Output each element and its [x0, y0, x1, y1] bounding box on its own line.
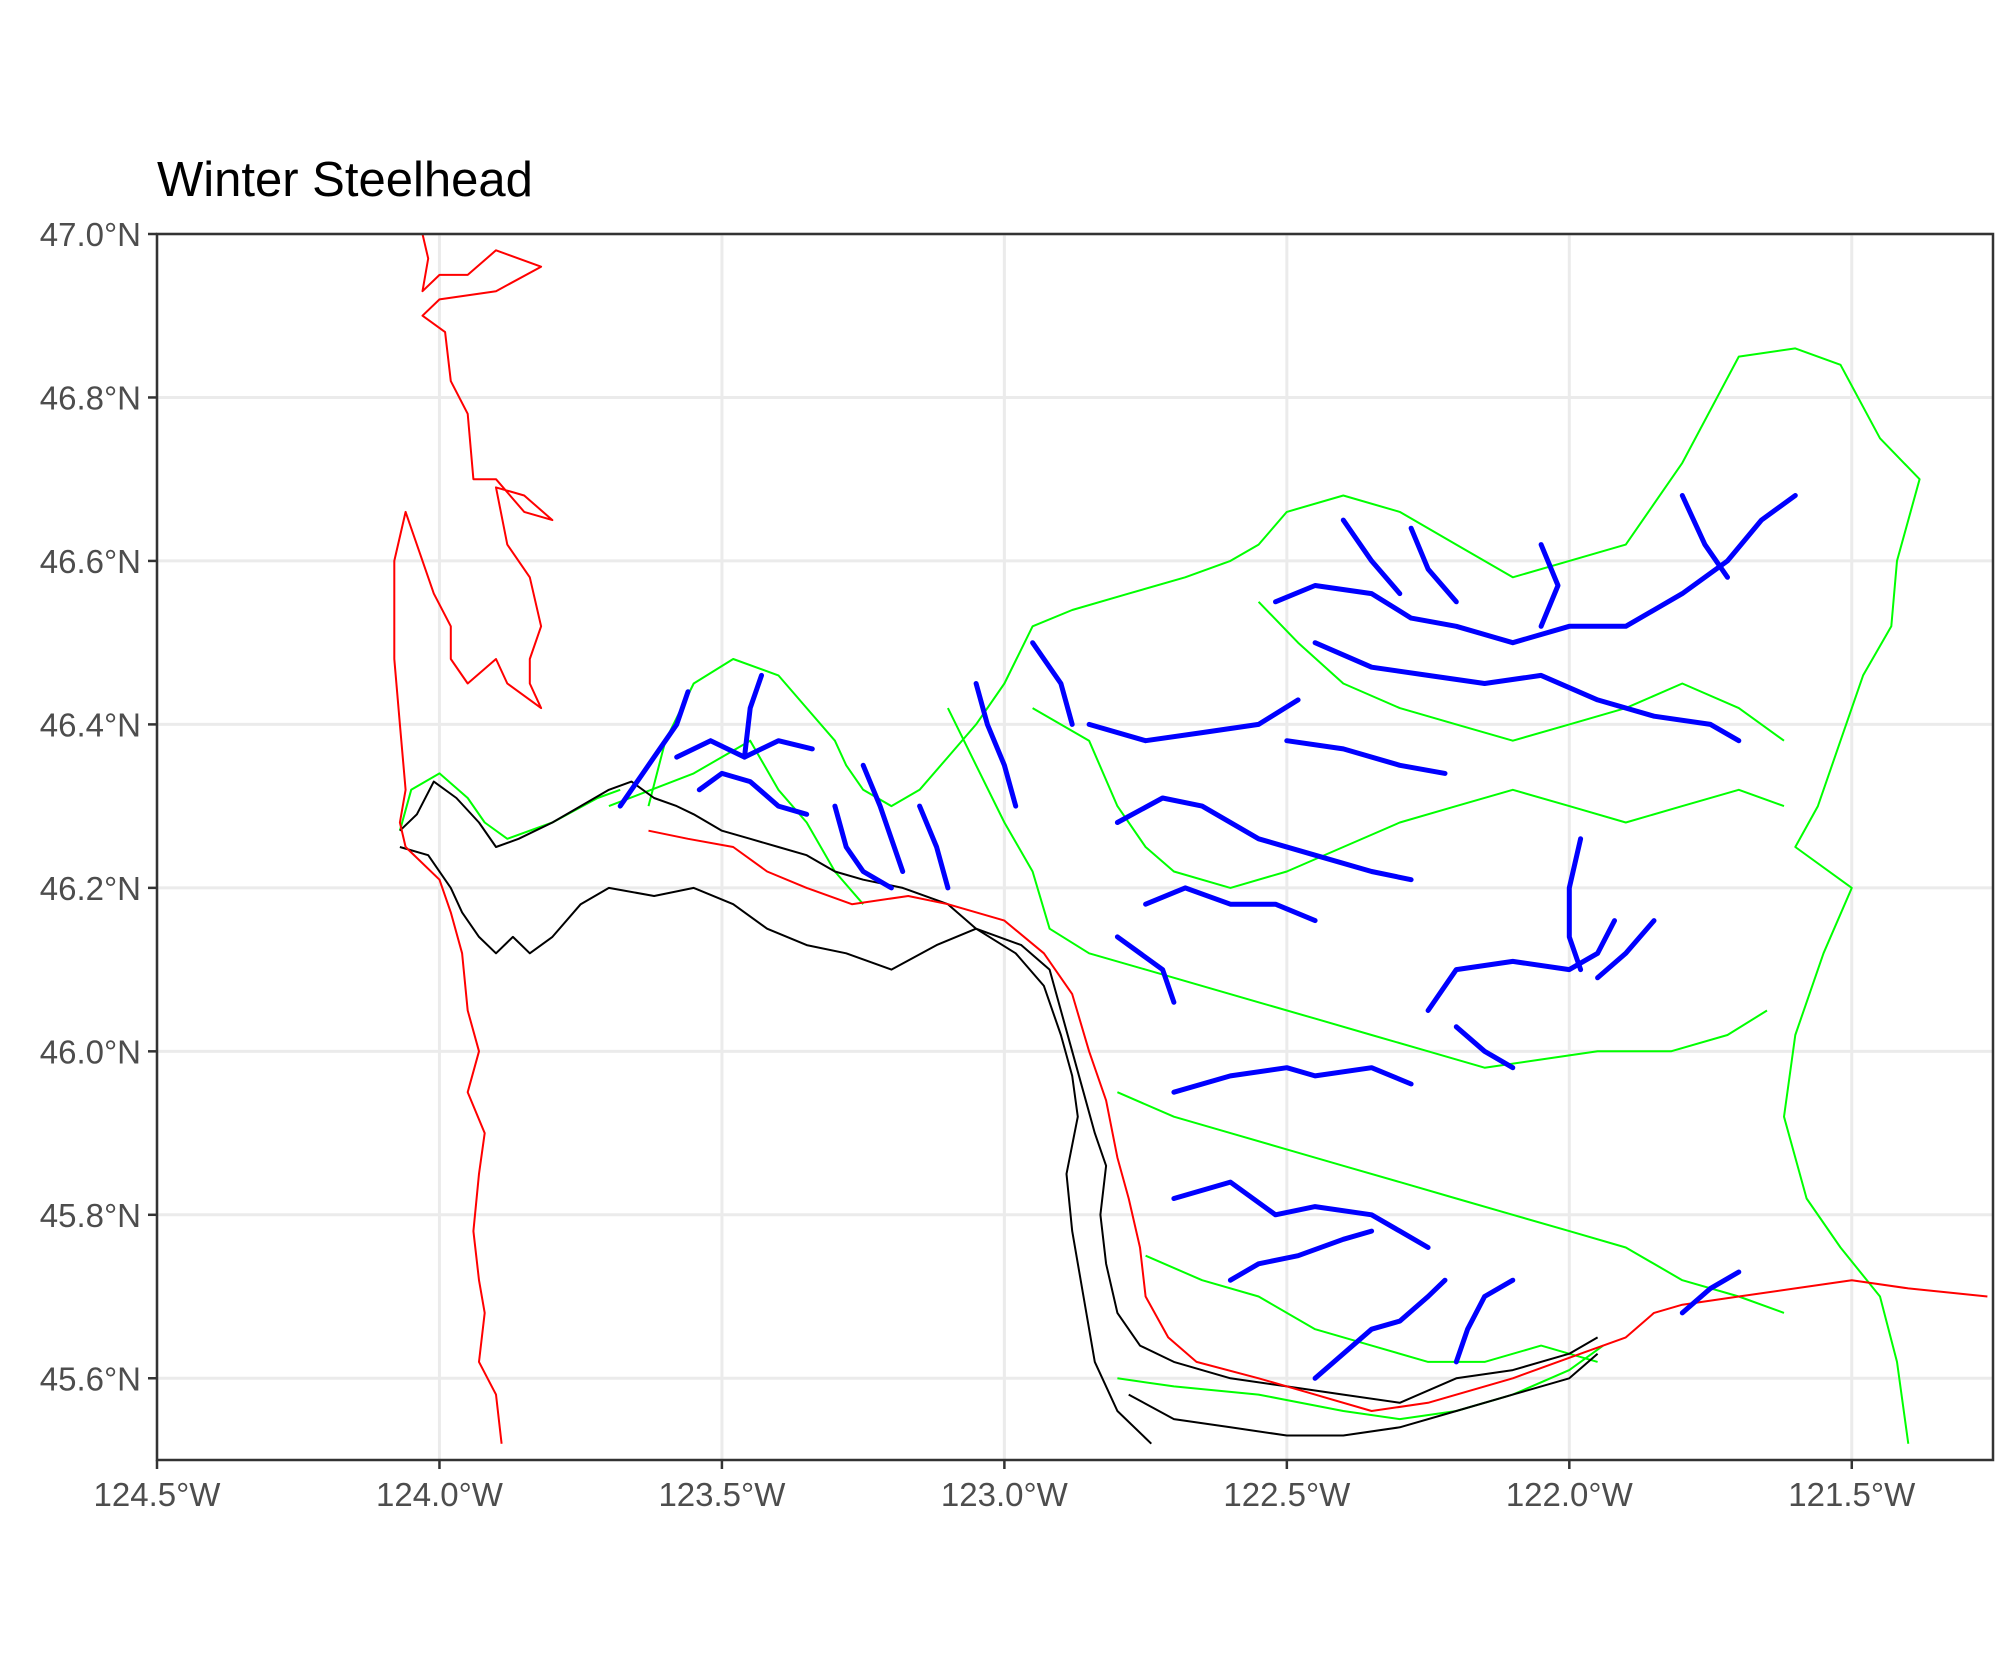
stream-line-29 — [1679, 1269, 1742, 1316]
stream-line-20 — [1171, 1065, 1414, 1095]
y-tick-label-6: 45.8°N — [40, 1197, 141, 1234]
stream-line-3 — [696, 770, 810, 817]
stream-line-12 — [1114, 934, 1177, 1005]
stream-line-13 — [1312, 640, 1742, 744]
x-tick-label-5: 122.0°W — [1506, 1476, 1634, 1513]
stream-line-28 — [1453, 1024, 1516, 1071]
stream-line-15 — [1340, 517, 1403, 597]
coastline-line-2 — [648, 829, 1988, 1412]
shoreline-line-2 — [1128, 1352, 1599, 1437]
stream-line-2 — [742, 672, 764, 760]
stream-line-9 — [1086, 697, 1301, 744]
map-layers — [393, 234, 1988, 1445]
watershed-boundary-line-4 — [1032, 707, 1785, 889]
stream-line-27 — [1595, 918, 1657, 981]
stream-line-18 — [1538, 542, 1561, 629]
panel-border — [155, 232, 1995, 1462]
stream-line-0 — [617, 689, 691, 809]
x-tick-label-0: 124.5°W — [94, 1476, 222, 1513]
watershed-boundary-line-8 — [1117, 1344, 1604, 1421]
coastline-line-0 — [393, 234, 554, 848]
stream-line-6 — [917, 803, 951, 891]
stream-network — [617, 493, 1798, 1381]
stream-line-25 — [1425, 918, 1617, 1013]
watershed-boundary-line-7 — [1145, 1254, 1598, 1363]
y-tick-label-3: 46.4°N — [40, 706, 141, 743]
coastline-line-1 — [404, 846, 503, 1444]
stream-line-26 — [1566, 836, 1584, 973]
y-axis: 47.0°N 46.8°N 46.6°N 46.4°N 46.2°N 46.0°N 45.8… — [40, 216, 157, 1397]
y-tick-label-7: 45.6°N — [40, 1360, 141, 1397]
stream-line-10 — [1114, 795, 1414, 883]
y-tick-label-2: 46.6°N — [40, 543, 141, 580]
stream-line-24 — [1453, 1277, 1516, 1365]
stream-line-8 — [1030, 640, 1075, 727]
watershed-boundaries — [398, 347, 1921, 1444]
y-tick-label-5: 46.0°N — [40, 1033, 141, 1070]
y-tick-label-0: 47.0°N — [40, 216, 141, 253]
stream-line-16 — [1408, 525, 1459, 605]
y-tick-label-4: 46.2°N — [40, 870, 141, 907]
stream-line-11 — [1143, 885, 1318, 924]
y-tick-label-1: 46.8°N — [40, 379, 141, 416]
coastline-boundary — [393, 234, 1988, 1444]
watershed-boundary-line-3 — [947, 707, 1768, 1069]
stream-line-19 — [1284, 738, 1448, 776]
x-axis: 124.5°W 124.0°W 123.5°W 123.0°W 122.5°W 122.0… — [94, 1460, 1916, 1513]
stream-line-5 — [860, 762, 906, 874]
stream-line-14 — [1273, 493, 1798, 646]
x-tick-label-4: 122.5°W — [1223, 1476, 1351, 1513]
x-tick-label-2: 123.5°W — [658, 1476, 786, 1513]
stream-line-4 — [832, 803, 894, 891]
stream-line-17 — [1679, 493, 1730, 580]
x-tick-label-3: 123.0°W — [941, 1476, 1069, 1513]
stream-line-7 — [973, 681, 1019, 809]
x-tick-label-6: 121.5°W — [1788, 1476, 1916, 1513]
stream-line-22 — [1227, 1228, 1375, 1283]
watershed-boundary-line-6 — [1117, 1091, 1785, 1314]
map-title: Winter Steelhead — [157, 153, 533, 207]
watershed-boundary-line-5 — [1257, 601, 1785, 742]
shoreline-line-1 — [399, 846, 1152, 1445]
watershed-boundary-line-1 — [647, 347, 1921, 1444]
stream-line-23 — [1312, 1277, 1448, 1381]
x-tick-label-1: 124.0°W — [376, 1476, 504, 1513]
stream-line-21 — [1171, 1179, 1431, 1250]
